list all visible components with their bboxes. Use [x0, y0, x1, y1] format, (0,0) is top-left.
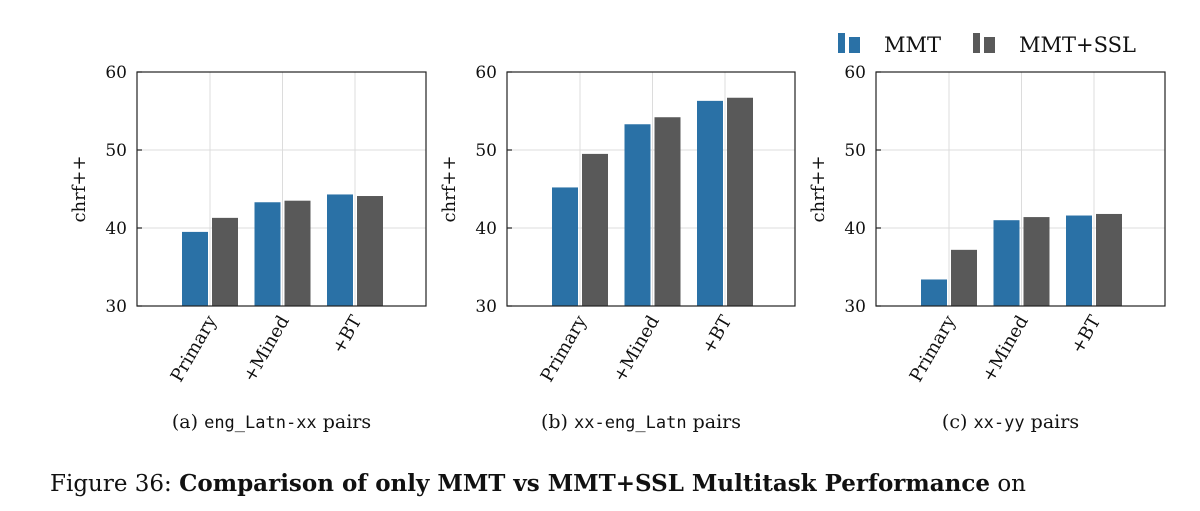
legend-item-mmt-ssl: MMT+SSL: [973, 33, 1136, 57]
subcaption-code: eng_Latn-xx: [204, 413, 317, 433]
series-mmt-ssl: [951, 213, 1122, 306]
bar-mmt-primary: [921, 279, 947, 306]
x-tick-label: +BT: [698, 312, 736, 357]
subcaption-code: xx-eng_Latn: [574, 413, 687, 433]
x-tick-label: +Mined: [978, 312, 1033, 386]
y-tick-label: 50: [475, 141, 497, 161]
legend-label: MMT+SSL: [1019, 33, 1136, 57]
subcaption-prefix: (b): [541, 411, 574, 433]
legend-swatch-small: [838, 33, 845, 53]
x-tick-label: +Mined: [609, 312, 664, 386]
subcaption-b: (b) xx-eng_Latn pairs: [541, 411, 741, 433]
legend: MMT MMT+SSL: [838, 33, 1136, 57]
y-tick-label: 50: [844, 141, 866, 161]
subcaption-code: xx-yy: [973, 413, 1024, 433]
subcaption-suffix: pairs: [317, 411, 371, 433]
series-mmt: [552, 100, 723, 306]
legend-swatch-large: [984, 37, 995, 53]
figure-caption-tail: on: [990, 471, 1026, 497]
legend-item-mmt: MMT: [838, 33, 941, 57]
subcaption-c: (c) xx-yy pairs: [942, 411, 1079, 433]
figure-caption: Figure 36: Comparison of only MMT vs MMT…: [50, 470, 1170, 497]
subcaption-a: (a) eng_Latn-xx pairs: [172, 411, 371, 433]
subcaption-suffix: pairs: [1025, 411, 1079, 433]
legend-swatch-large: [849, 37, 860, 53]
y-axis: 30 40 50 60: [105, 63, 142, 317]
plot-frame: [136, 71, 427, 307]
legend-swatch-small: [973, 33, 980, 53]
bar-mmt-ssl-primary: [951, 249, 977, 306]
x-tick-label: +BT: [1067, 312, 1105, 357]
bar-mmt-ssl-bt: [357, 196, 383, 306]
x-tick-label: +Mined: [239, 312, 294, 386]
series-mmt: [182, 194, 353, 306]
bar-mmt-primary: [552, 187, 578, 306]
figure-36-charts: MMT MMT+SSL 30 40 50 60 chrf++ Primary +Mined +B…: [69, 33, 1166, 433]
x-tick-label: +BT: [328, 312, 366, 357]
y-axis-title: chrf++: [808, 155, 829, 222]
series-mmt-ssl: [212, 196, 383, 306]
bar-mmt-ssl-primary: [582, 153, 608, 306]
y-tick-label: 60: [475, 63, 497, 83]
figure-caption-title: Comparison of only MMT vs MMT+SSL Multit…: [179, 470, 991, 497]
plot-frame: [875, 71, 1166, 307]
y-tick-label: 60: [844, 63, 866, 83]
y-axis-title: chrf++: [69, 155, 90, 222]
series-mmt: [921, 215, 1092, 306]
y-axis: 30 40 50 60: [844, 63, 881, 317]
x-tick-label: Primary: [167, 311, 222, 385]
bar-mmt-bt: [1066, 215, 1092, 306]
y-tick-label: 30: [475, 297, 497, 317]
x-tick-label: Primary: [537, 311, 592, 385]
chart-panel-c: 30 40 50 60 chrf++ Primary +Mined +BT (c) xx-yy …: [808, 63, 1166, 433]
bar-mmt-ssl-mined: [284, 200, 311, 306]
subcaption-prefix: (a): [172, 411, 204, 433]
series-mmt-ssl: [582, 97, 753, 307]
y-tick-label: 30: [844, 297, 866, 317]
y-tick-label: 40: [105, 219, 127, 239]
bar-mmt-mined: [624, 124, 651, 306]
subcaption-prefix: (c): [942, 411, 974, 433]
y-tick-label: 60: [105, 63, 127, 83]
y-tick-label: 30: [105, 297, 127, 317]
chart-panel-b: 30 40 50 60 chrf++ Primary +Mined +BT (b) xx-eng…: [439, 63, 796, 433]
y-axis: 30 40 50 60: [475, 63, 512, 317]
bar-mmt-mined: [993, 220, 1020, 306]
bar-mmt-ssl-bt: [1096, 213, 1122, 306]
bar-mmt-ssl-mined: [1023, 217, 1050, 306]
bar-mmt-bt: [697, 100, 723, 306]
bar-mmt-ssl-primary: [212, 217, 238, 306]
chart-panel-a: 30 40 50 60 chrf++ Primary +Mined +BT (a) eng_La…: [69, 63, 427, 433]
bar-mmt-bt: [327, 194, 353, 306]
x-tick-label: Primary: [906, 311, 961, 385]
legend-label: MMT: [884, 33, 941, 57]
subcaption-suffix: pairs: [687, 411, 741, 433]
bar-mmt-mined: [254, 202, 281, 306]
figure-caption-label: Figure 36:: [50, 471, 180, 497]
y-axis-title: chrf++: [439, 155, 460, 222]
bar-mmt-ssl-mined: [654, 117, 681, 307]
plot-frame: [506, 71, 796, 307]
y-tick-label: 50: [105, 141, 127, 161]
bar-mmt-ssl-bt: [727, 97, 753, 307]
bar-mmt-primary: [182, 231, 208, 306]
y-tick-label: 40: [475, 219, 497, 239]
y-tick-label: 40: [844, 219, 866, 239]
